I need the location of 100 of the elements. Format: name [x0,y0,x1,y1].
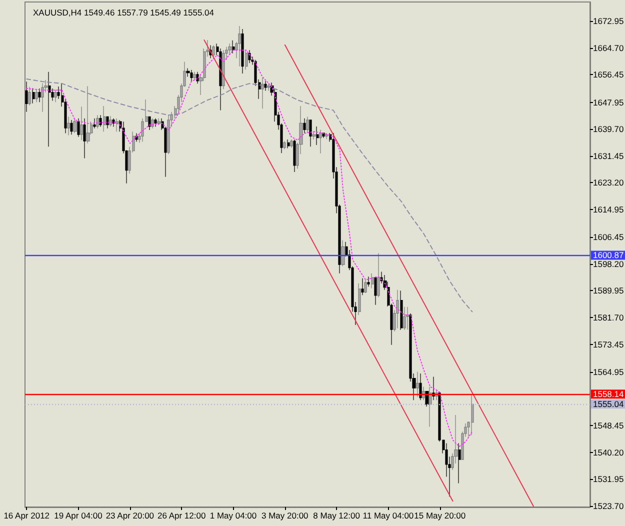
candlestick [364,280,367,294]
candlestick [245,50,248,70]
y-tick-label: 1656.45 [593,70,624,80]
candlestick [41,82,44,112]
candlestick [70,120,73,135]
y-tick-label: 1639.70 [593,124,624,134]
candlestick [316,126,319,146]
candlestick [151,118,154,129]
candlestick [86,86,90,144]
candlestick [471,394,474,436]
candlestick [416,372,419,398]
candlestick [306,116,309,134]
line-series [26,78,473,312]
x-tick-label: 11 May 04:00 [362,510,414,520]
candlestick [432,376,435,400]
candlestick [93,118,96,129]
ref-line-label: 1600.87 [593,250,624,260]
candlestick [358,283,361,316]
candlestick [322,132,325,138]
y-tick-label: 1664.70 [593,42,624,53]
candlestick [115,118,119,132]
candlestick [157,118,161,126]
x-tick-label: 3 May 20:00 [262,510,309,520]
candlestick [241,28,244,74]
candlestick [212,44,215,57]
y-tick-label: 1598.20 [593,258,624,269]
y-tick-label: 1523.70 [593,501,624,512]
x-tick-label: 16 Apr 2012 [4,510,50,520]
candlestick [261,77,264,109]
candlestick [400,290,403,330]
candlestick [77,118,80,138]
text: XAUUSD,H4 1549.46 1557.79 1545.49 1555.04 [33,8,214,18]
candlestick [458,443,461,484]
candlestick [106,116,109,129]
candlestick [371,273,374,289]
y-tick-label: 1573.45 [593,339,624,350]
x-tick-label: 19 Apr 04:00 [54,510,103,520]
candlestick [83,118,86,159]
y-tick-label: 1614.95 [593,204,624,214]
candlestick [429,386,432,428]
candlestick [232,40,235,54]
candlestick [312,131,316,140]
candlestick [96,114,99,129]
candlestick [367,276,370,287]
line-series [26,50,473,448]
candlestick [196,72,199,84]
y-tick-label: 1564.95 [593,366,624,377]
candlestick [319,129,322,154]
candlestick [32,88,35,104]
y-tick-label: 1623.20 [593,178,624,188]
candlestick [67,116,70,136]
candlestick [293,139,296,172]
candlestick [28,86,31,106]
y-tick-label: 1631.45 [593,150,624,161]
candlestick [419,373,422,400]
candlestick [238,26,241,67]
y-tick-label: 1581.70 [593,312,624,323]
y-tick-label: 1606.45 [593,232,624,242]
candlestick [109,116,112,127]
candlestick [425,391,429,407]
candlestick [264,80,267,92]
candlestick [99,114,102,128]
candlestick [25,81,28,112]
candlestick [377,252,380,298]
candlestick [287,139,290,149]
candlestick [190,70,193,82]
candlestick [112,118,115,128]
y-tick-label: 1540.20 [593,447,624,458]
candlestick [396,290,399,329]
candlestick [186,68,190,78]
candlestick [403,306,406,330]
y-tick-label: 1672.95 [593,16,624,26]
candlestick [303,118,306,134]
candlestick [361,278,364,296]
candlestick [222,50,225,90]
candlestick [73,118,77,134]
x-tick-label: 26 Apr 12:00 [157,510,206,520]
y-tick-label: 1589.95 [593,286,624,296]
y-tick-label: 1531.95 [593,474,624,484]
candlestick [148,116,151,130]
x-tick-label: 8 May 12:00 [313,510,360,520]
candlestick [54,89,57,102]
candlestick [103,106,106,132]
candlestick [48,72,51,147]
y-tick-label: 1548.45 [593,420,624,431]
candlestick [283,140,286,150]
candlestick [341,240,345,266]
x-tick-label: 1 May 04:00 [210,510,257,520]
candlestick [167,114,170,154]
candlestick [309,120,312,147]
candlestick [406,306,409,330]
ref-line-label: 1558.14 [593,389,624,400]
candlestick [374,276,377,306]
candlestick [325,132,328,140]
candlestick [154,118,157,128]
y-tick-label: 1647.95 [593,97,624,108]
x-tick-label: 15 May 20:00 [414,510,466,520]
candlestick [290,139,293,148]
candlestick [38,88,41,102]
candlestick [193,72,196,80]
